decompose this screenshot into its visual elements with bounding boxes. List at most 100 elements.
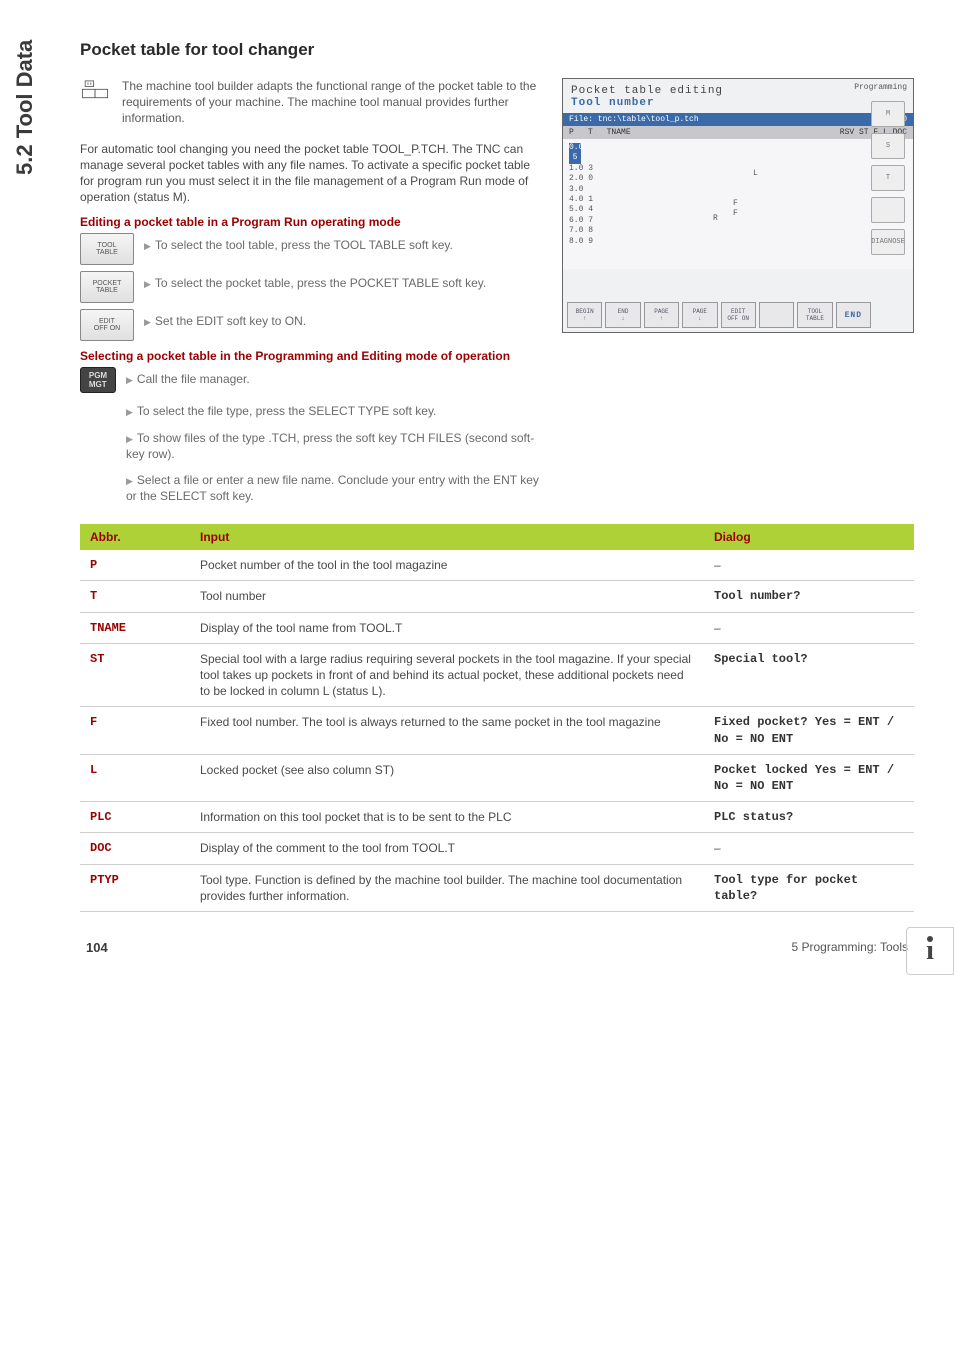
scr-row: 3.0 <box>569 185 907 195</box>
cell-abbr: TNAME <box>80 612 190 643</box>
table-row: TTool numberTool number? <box>80 581 914 612</box>
note-box: The machine tool builder adapts the func… <box>80 78 544 127</box>
scr-mark: R <box>713 214 718 224</box>
scr-softkey[interactable]: BEGIN ↑ <box>567 302 602 328</box>
cell-abbr: PTYP <box>80 864 190 911</box>
scr-softkey[interactable] <box>759 302 794 328</box>
scr-btn[interactable]: T <box>871 165 905 191</box>
scr-row: 5.0 4 <box>569 205 907 215</box>
table-row: FFixed tool number. The tool is always r… <box>80 707 914 754</box>
scr-softkey-end[interactable]: END <box>836 302 871 328</box>
cell-dialog: – <box>704 550 914 581</box>
scr-softkey[interactable]: PAGE ↑ <box>644 302 679 328</box>
key-pgm-mgt[interactable]: PGM MGT <box>80 367 116 393</box>
scr-btn[interactable]: S <box>871 133 905 159</box>
step-text: Call the file manager. <box>126 367 544 387</box>
scr-softkey[interactable]: PAGE ↓ <box>682 302 717 328</box>
scr-mode: Programming <box>854 83 907 92</box>
scr-btn[interactable]: M <box>871 101 905 127</box>
step-text: Select a file or enter a new file name. … <box>126 468 544 504</box>
step-text: To select the file type, press the SELEC… <box>126 399 544 419</box>
scr-col: T <box>588 128 593 137</box>
table-row: PPocket number of the tool in the tool m… <box>80 550 914 581</box>
scr-row: 6.0 7 <box>569 216 907 226</box>
cell-dialog: – <box>704 612 914 643</box>
cell-input: Pocket number of the tool in the tool ma… <box>190 550 704 581</box>
table-header-input: Input <box>190 524 704 550</box>
table-header-abbr: Abbr. <box>80 524 190 550</box>
scr-filebar: File: tnc:\table\tool_p.tch Line: 0 <box>563 113 913 126</box>
table-row: LLocked pocket (see also column ST)Pocke… <box>80 754 914 801</box>
scr-mark: L <box>753 169 758 179</box>
cell-input: Tool number <box>190 581 704 612</box>
cell-abbr: F <box>80 707 190 754</box>
cell-input: Display of the comment to the tool from … <box>190 833 704 864</box>
cell-abbr: ST <box>80 643 190 707</box>
scr-col: TNAME <box>607 128 826 137</box>
step-text: To select the tool table, press the TOOL… <box>144 233 544 253</box>
cell-dialog: Tool type for pocket table? <box>704 864 914 911</box>
cell-abbr: PLC <box>80 802 190 833</box>
subheading-select: Selecting a pocket table in the Programm… <box>80 349 544 363</box>
cell-dialog: – <box>704 833 914 864</box>
section-heading: Pocket table for tool changer <box>80 40 914 60</box>
cell-dialog: Special tool? <box>704 643 914 707</box>
scr-col: P <box>569 128 574 137</box>
table-row: PLCInformation on this tool pocket that … <box>80 802 914 833</box>
table-row: PTYPTool type. Function is defined by th… <box>80 864 914 911</box>
cell-abbr: T <box>80 581 190 612</box>
page-number: 104 <box>86 940 108 955</box>
table-row: TNAMEDisplay of the tool name from TOOL.… <box>80 612 914 643</box>
side-tab: 5.2 Tool Data <box>12 40 38 175</box>
cell-input: Special tool with a large radius requiri… <box>190 643 704 707</box>
cell-input: Fixed tool number. The tool is always re… <box>190 707 704 754</box>
scr-row: 1.0 3 <box>569 164 907 174</box>
cell-input: Locked pocket (see also column ST) <box>190 754 704 801</box>
scr-file-path: File: tnc:\table\tool_p.tch <box>569 115 699 124</box>
cell-dialog: Pocket locked Yes = ENT / No = NO ENT <box>704 754 914 801</box>
scr-column-header: P T TNAME RSV ST F L DOC <box>563 126 913 139</box>
subheading-edit: Editing a pocket table in a Program Run … <box>80 215 544 229</box>
scr-row: 2.0 0 <box>569 174 907 184</box>
footer-section: 5 Programming: Tools <box>792 940 909 954</box>
scr-row: 4.0 1 <box>569 195 907 205</box>
definitions-table: Abbr. Input Dialog PPocket number of the… <box>80 524 914 912</box>
scr-row: 7.0 8 <box>569 226 907 236</box>
scr-subtitle: Tool number <box>563 97 913 113</box>
info-badge: ı <box>906 927 954 975</box>
scr-btn[interactable] <box>871 197 905 223</box>
page-content: Pocket table for tool changer The machin… <box>80 40 914 955</box>
scr-softkey[interactable]: TOOL TABLE <box>797 302 832 328</box>
softkey-tool-table[interactable]: TOOL TABLE <box>80 233 134 265</box>
scr-right-buttons: M S T DIAGNOSE <box>871 101 909 255</box>
scr-softkey[interactable]: END ↓ <box>605 302 640 328</box>
scr-btn[interactable]: DIAGNOSE <box>871 229 905 255</box>
table-row: DOCDisplay of the comment to the tool fr… <box>80 833 914 864</box>
step-text: To select the pocket table, press the PO… <box>144 271 544 291</box>
page-footer: 104 5 Programming: Tools <box>80 940 914 955</box>
table-row: STSpecial tool with a large radius requi… <box>80 643 914 707</box>
cell-abbr: DOC <box>80 833 190 864</box>
cell-input: Information on this tool pocket that is … <box>190 802 704 833</box>
scr-softkey[interactable]: EDIT OFF ON <box>721 302 756 328</box>
cell-dialog: PLC status? <box>704 802 914 833</box>
controller-screenshot: Pocket table editing Tool number File: t… <box>562 78 914 333</box>
scr-mark: F F <box>733 199 738 220</box>
step-text: Set the EDIT soft key to ON. <box>144 309 544 329</box>
cell-input: Display of the tool name from TOOL.T <box>190 612 704 643</box>
cell-dialog: Fixed pocket? Yes = ENT / No = NO ENT <box>704 707 914 754</box>
cell-dialog: Tool number? <box>704 581 914 612</box>
cell-abbr: L <box>80 754 190 801</box>
scr-row: 8.0 9 <box>569 237 907 247</box>
step-text: To show files of the type .TCH, press th… <box>126 426 544 462</box>
scr-softkey-row: BEGIN ↑ END ↓ PAGE ↑ PAGE ↓ EDIT OFF ON … <box>567 302 871 328</box>
softkey-pocket-table[interactable]: POCKET TABLE <box>80 271 134 303</box>
cell-input: Tool type. Function is defined by the ma… <box>190 864 704 911</box>
table-header-dialog: Dialog <box>704 524 914 550</box>
note-text: The machine tool builder adapts the func… <box>122 78 544 127</box>
manual-icon <box>80 78 110 102</box>
scr-row: 0.0 5 <box>569 143 581 164</box>
scr-body: 0.0 5 1.0 3 2.0 0 3.0 4.0 1 5.0 4 6.0 7 … <box>563 139 913 269</box>
softkey-edit-toggle[interactable]: EDIT OFF ON <box>80 309 134 341</box>
intro-paragraph: For automatic tool changing you need the… <box>80 141 544 206</box>
